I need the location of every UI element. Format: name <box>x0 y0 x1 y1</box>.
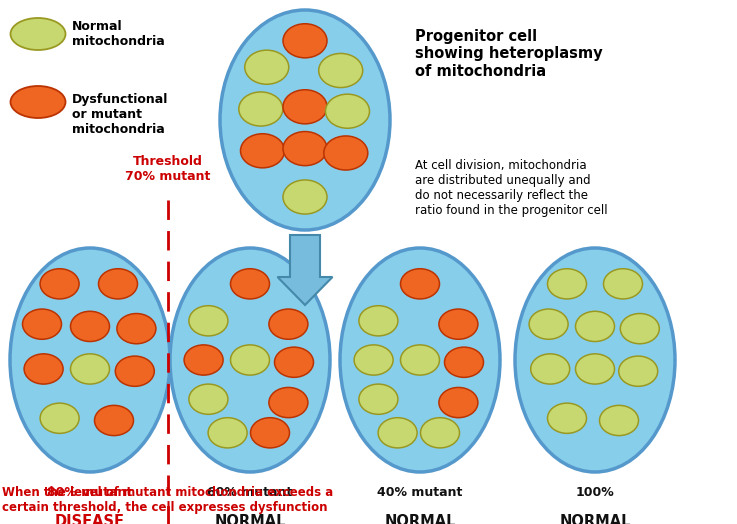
Ellipse shape <box>444 347 483 377</box>
Ellipse shape <box>71 354 110 384</box>
Ellipse shape <box>576 311 615 342</box>
Ellipse shape <box>184 345 223 375</box>
FancyArrow shape <box>278 235 332 305</box>
Ellipse shape <box>439 309 478 339</box>
Ellipse shape <box>117 313 156 344</box>
Ellipse shape <box>189 305 228 336</box>
Ellipse shape <box>170 248 330 472</box>
Ellipse shape <box>283 24 327 58</box>
Text: NORMAL: NORMAL <box>214 514 286 524</box>
Text: 80% mutant: 80% mutant <box>47 486 133 499</box>
Text: Dysfunctional
or mutant
mitochondria: Dysfunctional or mutant mitochondria <box>72 93 168 136</box>
Ellipse shape <box>274 347 313 377</box>
Ellipse shape <box>283 180 327 214</box>
Ellipse shape <box>23 309 61 339</box>
Text: 60% mutant: 60% mutant <box>207 486 293 499</box>
Text: DISEASE: DISEASE <box>55 514 125 524</box>
Ellipse shape <box>239 92 283 126</box>
Ellipse shape <box>421 418 459 448</box>
Ellipse shape <box>231 269 270 299</box>
Ellipse shape <box>324 136 368 170</box>
Ellipse shape <box>359 305 398 336</box>
Ellipse shape <box>220 10 390 230</box>
Ellipse shape <box>251 418 290 448</box>
Ellipse shape <box>515 248 675 472</box>
Ellipse shape <box>10 18 66 50</box>
Ellipse shape <box>621 313 660 344</box>
Ellipse shape <box>326 94 369 128</box>
Text: Threshold
70% mutant: Threshold 70% mutant <box>125 155 211 183</box>
Text: When the level of mutant mitochondria exceeds a
certain threshold, the cell expr: When the level of mutant mitochondria ex… <box>2 486 333 514</box>
Text: Normal
mitochondria: Normal mitochondria <box>72 20 165 48</box>
Ellipse shape <box>439 387 478 418</box>
Ellipse shape <box>548 269 587 299</box>
Ellipse shape <box>548 403 587 433</box>
Ellipse shape <box>269 309 308 339</box>
Ellipse shape <box>240 134 284 168</box>
Ellipse shape <box>378 418 417 448</box>
Ellipse shape <box>99 269 138 299</box>
Ellipse shape <box>618 356 657 386</box>
Text: 100%: 100% <box>576 486 615 499</box>
Ellipse shape <box>531 354 570 384</box>
Ellipse shape <box>189 384 228 414</box>
Ellipse shape <box>269 387 308 418</box>
Ellipse shape <box>231 345 270 375</box>
Ellipse shape <box>283 90 327 124</box>
Text: Progenitor cell
showing heteroplasmy
of mitochondria: Progenitor cell showing heteroplasmy of … <box>415 29 603 79</box>
Ellipse shape <box>599 406 638 435</box>
Ellipse shape <box>400 345 439 375</box>
Text: 40% mutant: 40% mutant <box>377 486 463 499</box>
Ellipse shape <box>400 269 439 299</box>
Ellipse shape <box>40 269 79 299</box>
Ellipse shape <box>94 406 133 435</box>
Ellipse shape <box>354 345 393 375</box>
Ellipse shape <box>10 86 66 118</box>
Ellipse shape <box>604 269 643 299</box>
Ellipse shape <box>529 309 568 339</box>
Ellipse shape <box>340 248 500 472</box>
Ellipse shape <box>208 418 247 448</box>
Ellipse shape <box>40 403 79 433</box>
Ellipse shape <box>115 356 154 386</box>
Ellipse shape <box>10 248 170 472</box>
Ellipse shape <box>359 384 398 414</box>
Ellipse shape <box>71 311 110 342</box>
Text: At cell division, mitochondria
are distributed unequally and
do not necessarily : At cell division, mitochondria are distr… <box>415 159 607 217</box>
Text: NORMAL: NORMAL <box>559 514 631 524</box>
Ellipse shape <box>576 354 615 384</box>
Ellipse shape <box>245 50 289 84</box>
Text: NORMAL: NORMAL <box>384 514 455 524</box>
Ellipse shape <box>318 53 363 88</box>
Ellipse shape <box>283 132 327 166</box>
Ellipse shape <box>24 354 63 384</box>
